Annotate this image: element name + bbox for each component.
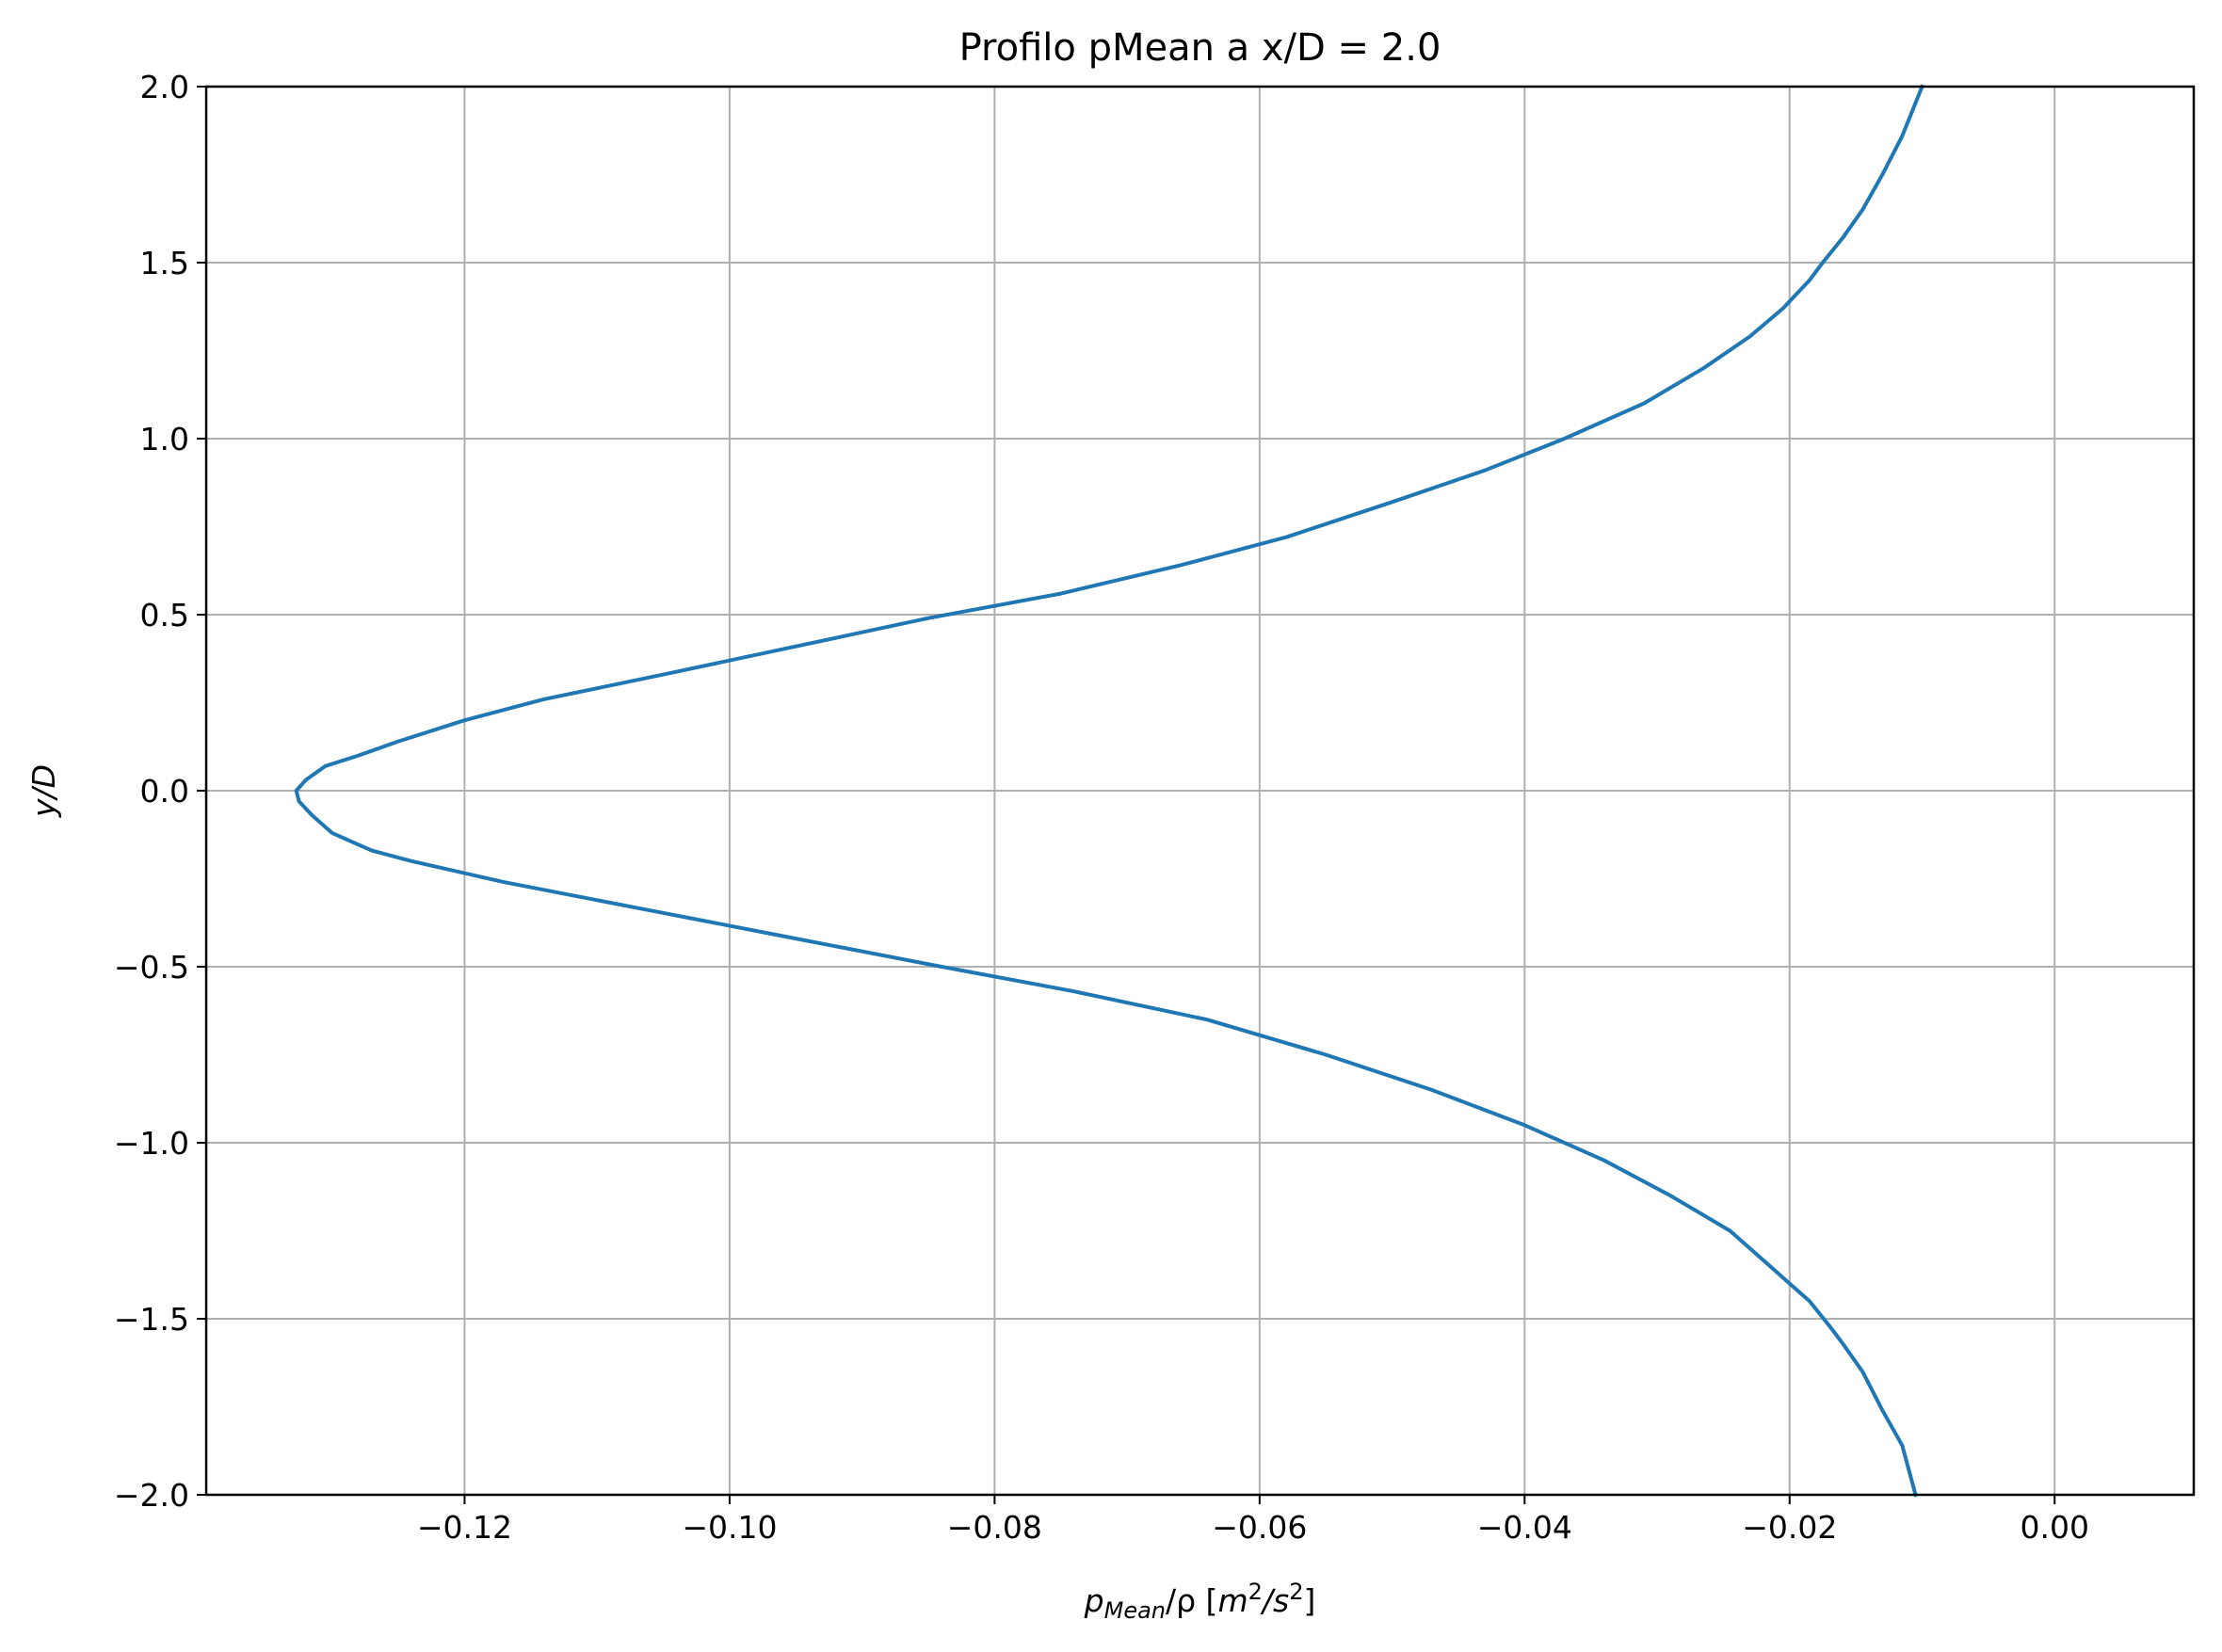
x-label-m: m (1217, 1582, 1248, 1619)
x-label-rest: /ρ [ (1166, 1582, 1217, 1619)
chart-title: Profilo pMean a x/D = 2.0 (959, 26, 1441, 70)
x-tick-label: −0.08 (947, 1509, 1042, 1546)
y-tick-label: 0.0 (140, 773, 189, 810)
y-tick-label: 2.0 (140, 69, 189, 105)
x-label-sup1: 2 (1248, 1579, 1263, 1605)
x-label-p: p (1084, 1582, 1104, 1619)
series-layer (294, 84, 1925, 1498)
x-tick-label: 0.00 (2020, 1509, 2088, 1546)
y-tick-label: 1.0 (140, 421, 189, 457)
y-tick-label: −1.5 (114, 1301, 189, 1338)
x-label-sub: Mean (1104, 1597, 1166, 1624)
y-tick-label: −0.5 (114, 949, 189, 986)
grid-layer (206, 86, 2194, 1496)
y-axis-label: y/D (25, 764, 62, 818)
x-tick-label: −0.10 (682, 1509, 777, 1546)
y-tick-label: −1.0 (114, 1125, 189, 1162)
series-line (294, 84, 1925, 1498)
x-label-sup2: 2 (1289, 1579, 1303, 1605)
y-tick-label: −2.0 (114, 1477, 189, 1514)
tick-layer: −0.12 −0.10 −0.08 −0.06 −0.04 −0.02 0.00 2.0 1.5… (114, 69, 2089, 1546)
y-tick-label: 0.5 (140, 597, 189, 634)
y-tick-label: 1.5 (140, 245, 189, 281)
x-axis-label: pMean/ρ [m2/s2] (1084, 1579, 1316, 1624)
x-tick-label: −0.06 (1212, 1509, 1307, 1546)
x-label-close: ] (1303, 1582, 1315, 1619)
x-tick-label: −0.02 (1742, 1509, 1837, 1546)
x-label-s: /s (1260, 1582, 1289, 1619)
x-tick-label: −0.04 (1477, 1509, 1572, 1546)
x-tick-label: −0.12 (417, 1509, 512, 1546)
